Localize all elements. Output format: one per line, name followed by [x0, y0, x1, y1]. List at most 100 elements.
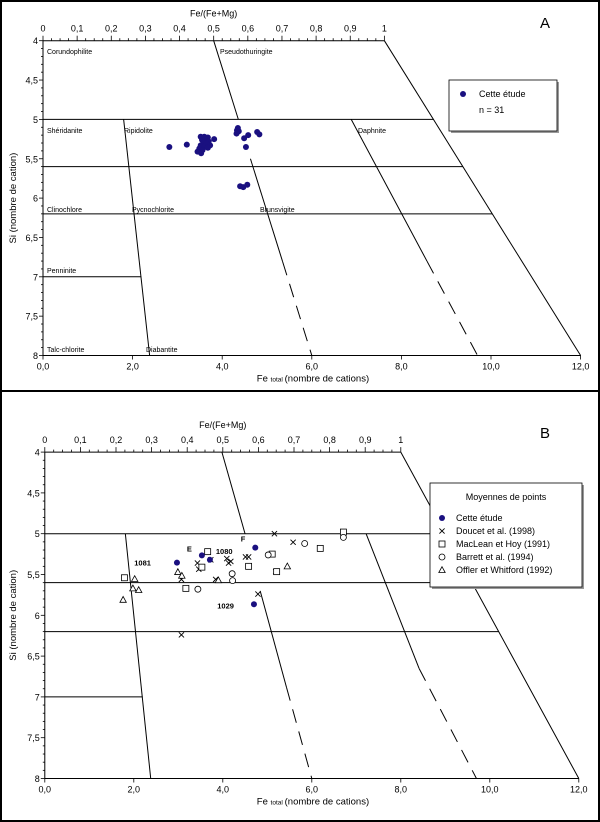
y-tick-label: 6 [33, 194, 38, 204]
x-axis-title-sub: total [271, 377, 285, 384]
field-name-label: Pycnochlorite [132, 207, 174, 214]
x-tick-label: 10,0 [482, 362, 500, 372]
top-tick-label: 0,6 [252, 435, 265, 445]
data-point [182, 584, 190, 592]
top-tick-label: 1 [382, 24, 387, 34]
data-point [198, 563, 206, 571]
x-tick-label: 4,0 [217, 785, 230, 795]
data-point [250, 601, 257, 608]
field-boundary [365, 533, 420, 669]
x-tick-label: 8,0 [395, 362, 408, 372]
top-tick-label: 0 [40, 24, 45, 34]
y-tick-label: 5 [33, 115, 38, 125]
field-name-label: Shéridanite [47, 128, 83, 135]
field-boundary [221, 451, 246, 534]
legend-marker [460, 91, 466, 97]
field-boundary [123, 119, 151, 356]
field-name-label: Talc-chlorite [47, 347, 84, 354]
field-name-label: Pseudothuringite [220, 49, 273, 56]
y-tick-label: 4,5 [27, 488, 40, 498]
data-point [198, 150, 205, 157]
x-axis-title-rest: (nombre de cations) [285, 797, 369, 808]
data-point [271, 530, 278, 537]
legend-marker [438, 540, 446, 548]
field-boundary [249, 158, 284, 262]
data-point [301, 540, 309, 547]
y-tick-label: 5 [35, 529, 40, 539]
top-tick-label: 0,7 [288, 435, 301, 445]
y-tick-label: 4 [35, 448, 40, 458]
panel-a: A 0 0,1 0,2 0,3 0,4 0,5 0,6 0,7 0,8 0,9 1 Fe/(Fe+Mg)… [8, 9, 589, 385]
data-point [204, 548, 212, 556]
x-tick-label: 2,0 [128, 785, 141, 795]
x-tick-label: 12,0 [572, 362, 590, 372]
top-tick-label: 0,1 [74, 435, 87, 445]
top-tick-label: 0,8 [310, 24, 323, 34]
field-name-label: Brunsvigite [260, 207, 295, 214]
top-tick-label: 0,3 [145, 435, 158, 445]
field-boundary [124, 533, 152, 779]
data-point [252, 544, 259, 551]
data-point [173, 559, 180, 566]
legend-box [429, 482, 583, 588]
y-tick-label: 7 [35, 692, 40, 702]
y-tick-label: 4 [33, 36, 38, 46]
legend-marker [438, 565, 446, 573]
cross-stroke [194, 560, 201, 566]
data-point [166, 143, 173, 150]
data-point [130, 574, 139, 582]
y-tick-label: 5,5 [27, 570, 40, 580]
data-point [245, 554, 252, 560]
panel-b: B 0 0,1 0,2 0,3 0,4 0,5 0,6 0,7 0,8 0,9 1 Fe/(Fe+Mg)… [8, 420, 588, 807]
legend-entry-label: MacLean et Hoy (1991) [456, 539, 550, 549]
data-point [173, 567, 182, 575]
top-tick-label: 0,5 [217, 435, 230, 445]
top-tick-label: 0,3 [139, 24, 152, 34]
field-boundary [426, 260, 479, 356]
data-point [129, 584, 137, 592]
x-axis-title: Fe total (nombre de cations) [257, 797, 369, 808]
x-tick-label: 6,0 [306, 362, 319, 372]
series-doucet-et-al-1998- [178, 530, 297, 638]
y-axis-title: Si (nombre de cation) [8, 570, 19, 661]
cross-stroke [271, 530, 278, 537]
series-offler-et-whitford-1992- [119, 562, 292, 603]
series-cette-tude [166, 125, 263, 191]
field-name-label: Corundophilite [47, 49, 92, 56]
data-point [119, 595, 127, 603]
top-tick-label: 0,5 [207, 24, 220, 34]
field-boundary [350, 119, 428, 262]
top-axis-title: Fe/(Fe+Mg) [199, 420, 246, 430]
top-tick-label: 0,6 [242, 24, 255, 34]
data-point [256, 131, 263, 138]
x-axis-title-main: Fe [257, 374, 271, 385]
cross-stroke [255, 591, 261, 598]
legend-marker [439, 515, 445, 521]
point-label: F [241, 535, 246, 544]
x-tick-label: 4,0 [216, 362, 229, 372]
legend-entry-label: Cette étude [456, 513, 503, 523]
data-point [198, 552, 205, 559]
field-boundary [383, 40, 582, 356]
top-tick-label: 0,2 [105, 24, 118, 34]
x-tick-label: 2,0 [126, 362, 139, 372]
top-tick-label: 0,8 [323, 435, 336, 445]
x-tick-label: 0,0 [39, 785, 52, 795]
cross-stroke [212, 576, 219, 583]
point-label: 1081 [134, 559, 151, 568]
cross-stroke [178, 631, 185, 638]
legend-note: n = 31 [479, 105, 504, 115]
cross-stroke [223, 555, 230, 562]
panel-label: A [540, 15, 550, 32]
data-point [134, 585, 143, 593]
cross-stroke [245, 554, 252, 560]
point-label: 1080 [216, 547, 233, 556]
data-point [225, 560, 232, 566]
y-tick-label: 7 [33, 272, 38, 282]
panel-label: B [540, 425, 550, 442]
field-name-label: Diabantite [146, 347, 178, 354]
data-point [339, 533, 347, 541]
y-tick-label: 8 [33, 351, 38, 361]
x-tick-label: 0,0 [37, 362, 50, 372]
